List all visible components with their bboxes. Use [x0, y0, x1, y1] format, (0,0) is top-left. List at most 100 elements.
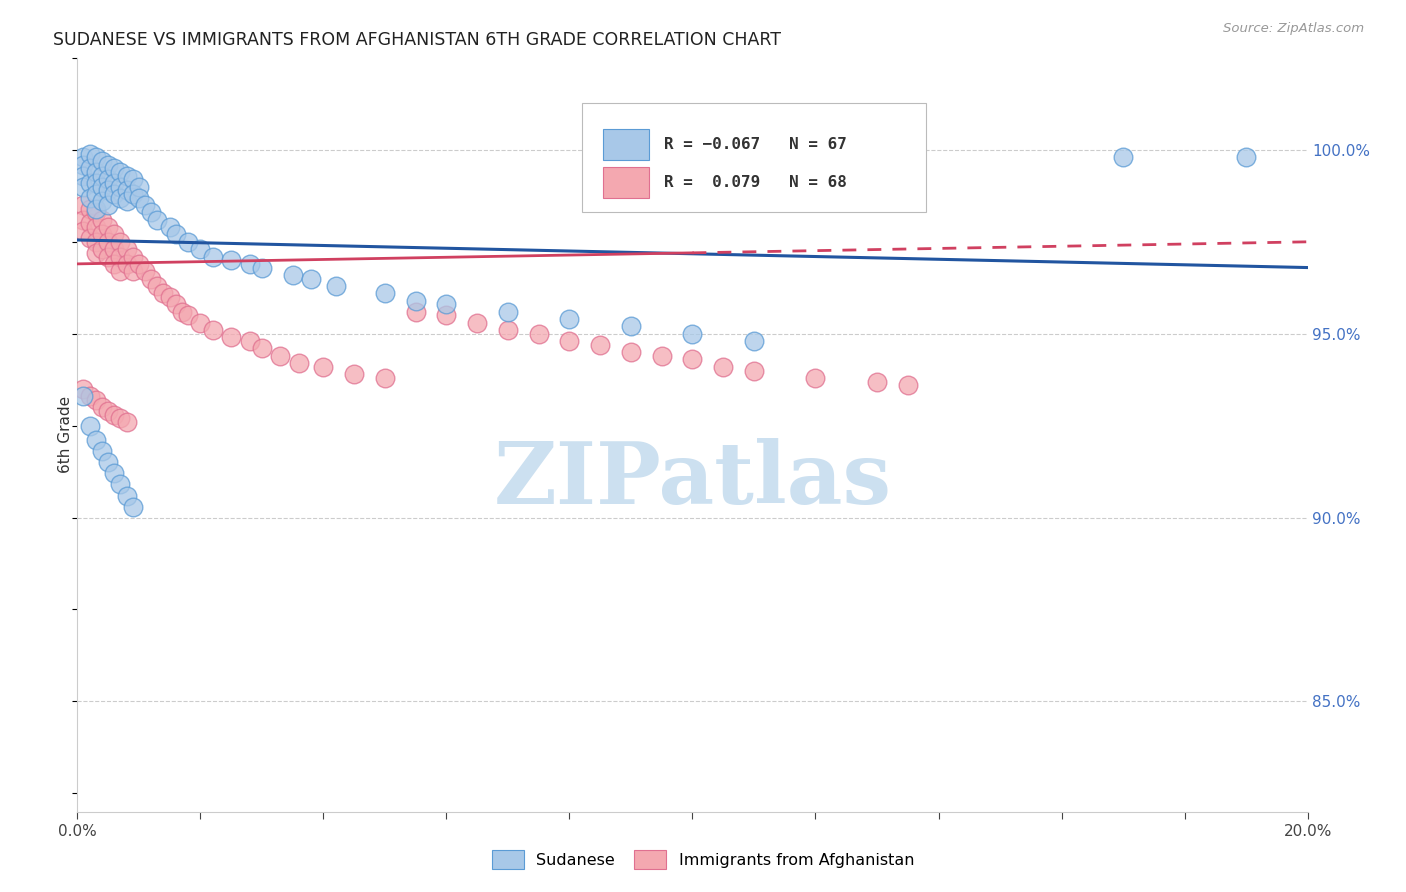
Point [897, 378, 920, 392]
Point [97, 250, 120, 264]
Point [103, 467, 125, 481]
Point [84, 434, 107, 448]
Point [159, 220, 181, 235]
Point [84, 205, 107, 219]
FancyBboxPatch shape [582, 103, 927, 212]
Point [72, 389, 94, 403]
Point [115, 194, 138, 209]
Point [90, 212, 114, 227]
Point [90, 169, 114, 183]
Point [128, 179, 150, 194]
FancyBboxPatch shape [603, 128, 650, 161]
FancyBboxPatch shape [603, 167, 650, 198]
Point [1234, 150, 1257, 164]
Point [121, 500, 143, 514]
Point [188, 316, 212, 330]
Legend: Sudanese, Immigrants from Afghanistan: Sudanese, Immigrants from Afghanistan [485, 844, 921, 875]
Point [110, 191, 132, 205]
Point [651, 349, 673, 363]
Point [103, 227, 125, 242]
Point [84, 235, 107, 249]
Point [110, 235, 132, 249]
Point [103, 242, 125, 256]
Point [866, 375, 889, 389]
Point [103, 187, 125, 202]
Point [79, 161, 101, 176]
Point [72, 169, 94, 183]
Point [146, 212, 169, 227]
Point [558, 334, 581, 348]
Point [90, 242, 114, 256]
Point [103, 161, 125, 176]
Point [84, 202, 107, 216]
Point [97, 198, 120, 212]
Point [742, 334, 765, 348]
Point [527, 326, 550, 341]
Point [79, 176, 101, 190]
Point [121, 264, 143, 278]
Point [79, 389, 101, 403]
Point [177, 235, 200, 249]
Point [115, 242, 138, 256]
Point [84, 245, 107, 260]
Point [110, 250, 132, 264]
Point [97, 220, 120, 235]
Point [496, 304, 519, 318]
Point [110, 411, 132, 425]
Text: ZIPatlas: ZIPatlas [494, 438, 891, 522]
Point [72, 198, 94, 212]
Point [436, 297, 458, 311]
Point [110, 264, 132, 278]
Point [90, 401, 114, 415]
Point [201, 323, 224, 337]
Point [79, 231, 101, 245]
Point [219, 330, 242, 344]
Point [97, 235, 120, 249]
Point [72, 212, 94, 227]
Point [90, 179, 114, 194]
Point [103, 408, 125, 422]
Point [288, 356, 311, 370]
Point [90, 444, 114, 458]
Point [239, 334, 262, 348]
Point [436, 309, 458, 323]
Point [97, 172, 120, 186]
Text: SUDANESE VS IMMIGRANTS FROM AFGHANISTAN 6TH GRADE CORRELATION CHART: SUDANESE VS IMMIGRANTS FROM AFGHANISTAN … [53, 31, 782, 49]
Text: Source: ZipAtlas.com: Source: ZipAtlas.com [1223, 22, 1364, 36]
Point [84, 220, 107, 235]
Point [97, 404, 120, 418]
Point [90, 153, 114, 168]
Point [84, 176, 107, 190]
Point [239, 257, 262, 271]
Point [188, 242, 212, 256]
Point [115, 257, 138, 271]
Point [558, 312, 581, 326]
Point [115, 489, 138, 503]
Point [711, 359, 734, 374]
Point [72, 382, 94, 396]
Point [299, 271, 322, 285]
Point [141, 205, 163, 219]
Point [103, 176, 125, 190]
Point [79, 216, 101, 230]
Point [115, 183, 138, 197]
Point [90, 194, 114, 209]
Point [121, 172, 143, 186]
Point [84, 165, 107, 179]
Point [405, 304, 427, 318]
Text: R = −0.067   N = 67: R = −0.067 N = 67 [664, 137, 846, 153]
Point [79, 146, 101, 161]
Point [84, 150, 107, 164]
Point [620, 319, 643, 334]
Point [97, 183, 120, 197]
Point [742, 363, 765, 377]
Point [79, 191, 101, 205]
Point [312, 359, 335, 374]
Point [110, 477, 132, 491]
Point [682, 352, 704, 367]
Point [250, 342, 273, 356]
Point [128, 191, 150, 205]
Point [110, 179, 132, 194]
Point [84, 392, 107, 407]
Point [72, 179, 94, 194]
